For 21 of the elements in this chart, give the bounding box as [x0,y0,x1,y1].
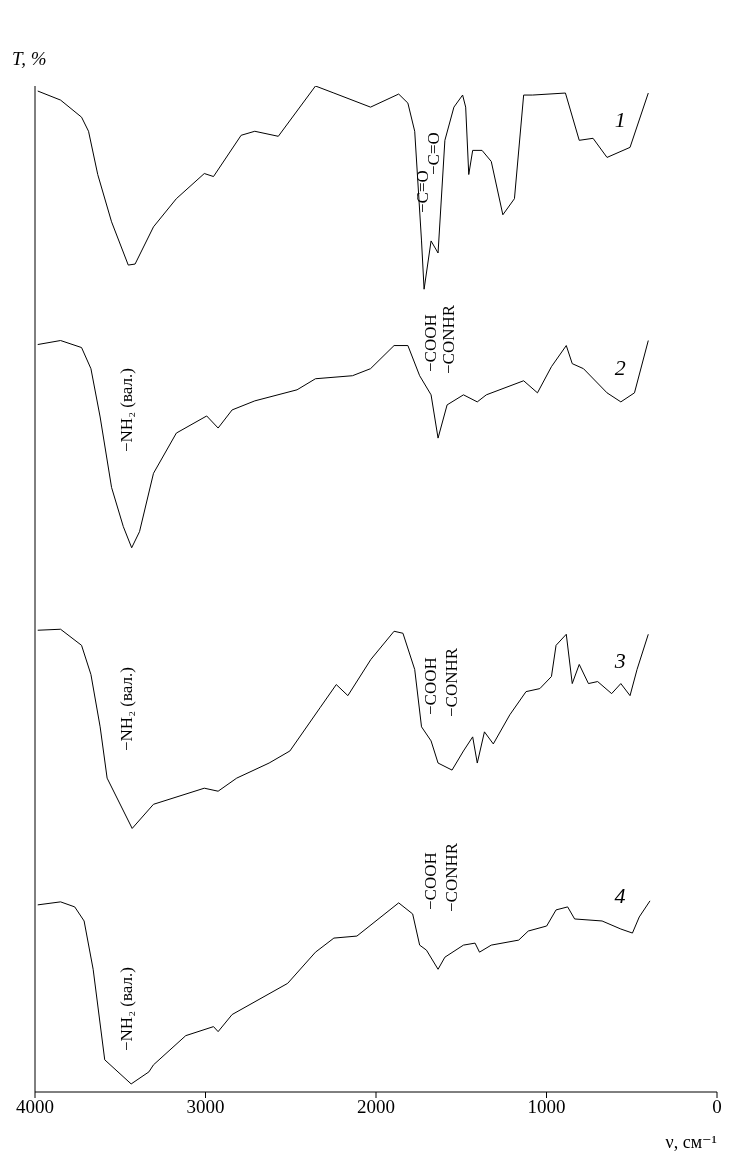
y-axis-title: T, % [12,48,47,70]
annotation: −NH₂ (вал.) [116,667,136,751]
annotation: −COOH [420,852,440,910]
x-tick-label: 1000 [527,1096,566,1118]
annotation: −C=O [412,170,432,213]
annotation: −CONHR [438,304,458,374]
x-axis-title: ν, см⁻¹ [665,1132,717,1152]
annotation: −COOH [420,657,440,715]
annotation: −NH₂ (вал.) [116,368,136,452]
series-label: 4 [614,882,626,908]
annotation: −CONHR [441,842,461,912]
x-tick-label: 4000 [16,1096,54,1118]
x-tick-label: 2000 [357,1096,395,1118]
x-tick-label: 3000 [186,1096,225,1118]
series-label: 3 [613,648,626,674]
annotation: −NH₂ (вал.) [116,967,136,1051]
series-label: 2 [614,354,626,380]
x-tick-label: 0 [712,1096,722,1118]
annotation: −COOH [420,314,440,372]
annotation: −CONHR [441,647,461,717]
series-label: 1 [614,107,626,133]
